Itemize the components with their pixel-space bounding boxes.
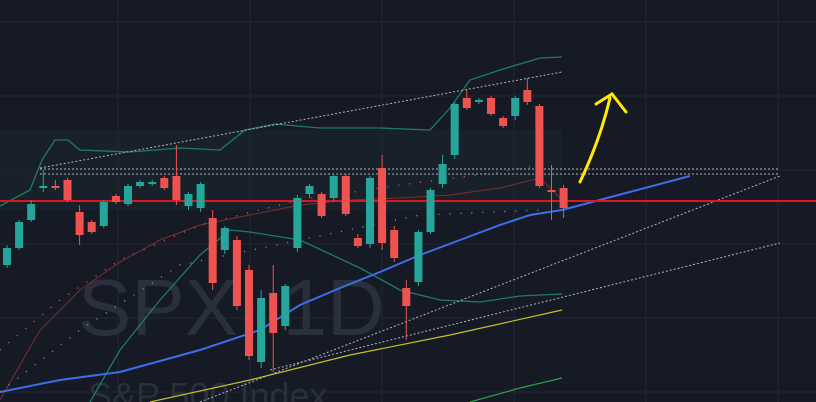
candle-body: [462, 98, 471, 108]
candle-body: [402, 288, 411, 306]
indicators: [0, 56, 816, 402]
candle-body: [111, 196, 120, 202]
candle-body: [257, 298, 266, 362]
candle-body: [245, 270, 253, 356]
candle-body: [148, 182, 157, 184]
candle-body: [366, 178, 374, 244]
candle-body: [390, 230, 399, 258]
candle-body: [87, 222, 96, 232]
candle-body: [281, 286, 290, 326]
candle-body: [63, 180, 72, 200]
candle-body: [414, 232, 423, 282]
candle-body: [317, 194, 326, 216]
candle-body: [232, 240, 241, 306]
candle-body: [220, 228, 229, 250]
candle-body: [426, 190, 435, 232]
candle-body: [196, 184, 205, 208]
watermark-description: S&P 500 Index: [88, 375, 328, 402]
candle-body: [27, 204, 36, 220]
candle-body: [160, 178, 169, 188]
watermark-symbol: SPX, 1D: [78, 263, 385, 352]
candle-body: [39, 186, 48, 188]
candle-body: [438, 164, 447, 184]
candle-body: [559, 188, 568, 208]
candle-body: [378, 168, 387, 243]
candle-body: [15, 222, 24, 248]
candle-body: [184, 194, 193, 206]
candle-body: [51, 186, 60, 188]
candle-body: [136, 182, 145, 186]
candle-body: [353, 238, 362, 246]
candle-body: [341, 176, 350, 214]
candle-body: [523, 90, 532, 102]
candle-body: [499, 118, 508, 126]
candle-body: [269, 293, 278, 333]
candle-body: [450, 104, 459, 155]
candle-body: [75, 212, 84, 235]
candle-body: [3, 248, 11, 265]
candle-body: [172, 176, 181, 200]
candle-body: [124, 186, 132, 204]
candle-body: [487, 98, 495, 114]
candle-body: [329, 176, 338, 198]
candle-body: [305, 186, 314, 194]
candle-body: [547, 190, 556, 192]
band-fill: [0, 130, 562, 210]
candle-body: [474, 100, 483, 102]
candle-body: [535, 106, 544, 186]
candle-body: [99, 202, 108, 226]
candle-body: [208, 218, 217, 283]
candle-body: [293, 198, 302, 248]
candle-body: [511, 98, 520, 116]
